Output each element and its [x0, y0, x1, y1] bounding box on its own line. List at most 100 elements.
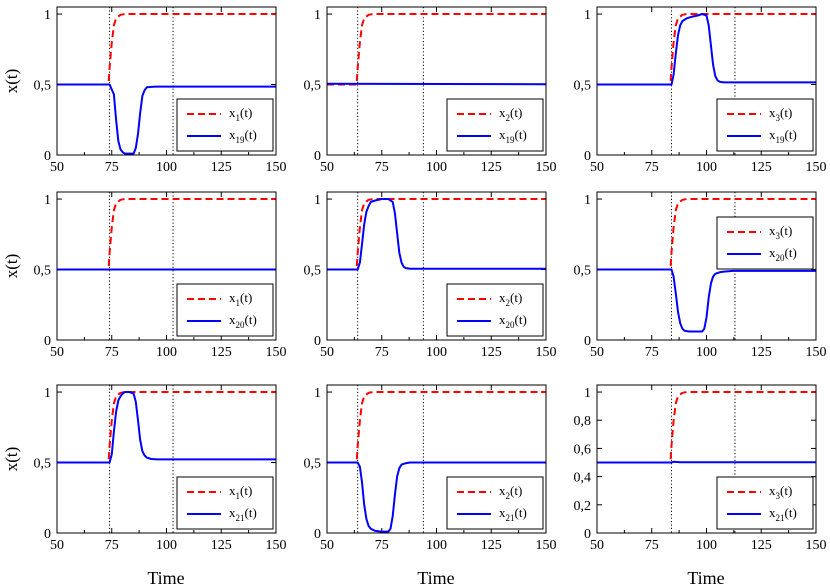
- p9-legend-box: [716, 476, 814, 530]
- p9-xtick-label-150: 150: [806, 538, 827, 553]
- p9-legend-label-blue: x21(t): [769, 505, 797, 523]
- p7-legend-label-blue-base: x: [229, 505, 236, 520]
- p3-legend-label-red-base: x: [769, 105, 776, 120]
- p6-ytick-label-1: 0,5: [574, 264, 592, 279]
- p1-legend-label-blue-subscript: 19: [236, 135, 246, 145]
- p2-xtick-label-50: 50: [320, 160, 334, 175]
- p4-ytick-label-0: 0: [44, 334, 51, 349]
- p2-legend-label-blue-suffix: (t): [515, 127, 527, 142]
- p5-plot-frame: [326, 191, 547, 341]
- p8-legend-label-red-base: x: [499, 483, 506, 498]
- p7-ytick-label-1: 0,5: [34, 457, 52, 472]
- p9-legend-label-red-subscript: 3: [776, 491, 781, 501]
- x-axis-title-col2: Time: [687, 568, 724, 586]
- p6-legend-label-red-subscript: 3: [776, 231, 781, 241]
- p9-legend-label-blue-subscript: 21: [776, 513, 785, 523]
- p4-xtick-label-100: 100: [156, 345, 177, 360]
- p6-ytick-label-0: 0: [584, 334, 591, 349]
- p5-legend-label-red-subscript: 2: [506, 298, 511, 308]
- p5-legend-label-blue-suffix: (t): [515, 312, 527, 327]
- p4-xtick-label-150: 150: [266, 345, 287, 360]
- p1-legend-label-blue: x19(t): [229, 127, 257, 145]
- p5-legend-label-blue-base: x: [499, 312, 506, 327]
- p6-plot-frame: [596, 191, 817, 341]
- p2-legend-label-blue-subscript: 19: [506, 135, 516, 145]
- p3-xtick-label-100: 100: [696, 160, 717, 175]
- p6-legend: x3(t)x20(t): [716, 216, 814, 270]
- p2-legend-label-red-base: x: [499, 105, 506, 120]
- p5-ytick-label-0: 0: [314, 334, 321, 349]
- p7-xtick-label-125: 125: [211, 538, 232, 553]
- p9-ytick-label-2: 0,4: [574, 471, 592, 486]
- p1-legend-label-red-base: x: [229, 105, 236, 120]
- p8-legend-label-red-subscript: 2: [506, 491, 511, 501]
- p4-legend-box: [176, 283, 274, 337]
- p5-legend-label-blue: x20(t): [499, 312, 527, 330]
- p4-xtick-label-75: 75: [105, 345, 119, 360]
- p2-legend-label-red-suffix: (t): [510, 105, 522, 120]
- p1-legend-label-red-subscript: 1: [236, 113, 241, 123]
- p1-ytick-label-2: 1: [44, 8, 51, 23]
- p9-ytick-label-5: 1: [584, 386, 591, 401]
- p3-ytick-label-1: 0,5: [574, 79, 592, 94]
- p9-xtick-label-125: 125: [751, 538, 772, 553]
- p1-legend-label-blue-base: x: [229, 127, 236, 142]
- p8-legend-label-blue-base: x: [499, 505, 506, 520]
- p2-legend: x2(t)x19(t): [446, 98, 544, 152]
- p9-ytick-label-0: 0: [584, 527, 591, 542]
- p7-legend: x1(t)x21(t): [176, 476, 274, 530]
- p2-ytick-label-1: 0,5: [304, 79, 322, 94]
- p3-legend-label-blue-base: x: [769, 127, 776, 142]
- p5-xtick-label-50: 50: [320, 345, 334, 360]
- p7-legend-label-red-suffix: (t): [240, 483, 252, 498]
- p8-legend-label-blue: x21(t): [499, 505, 527, 523]
- p1-xtick-label-100: 100: [156, 160, 177, 175]
- x-axis-title-col1: Time: [417, 568, 454, 586]
- p1-y-axis-title: x(t): [2, 69, 21, 94]
- p3-series-red: [597, 13, 816, 86]
- p4-legend-label-blue-subscript: 20: [236, 320, 246, 330]
- p7-xtick-label-50: 50: [50, 538, 64, 553]
- p2-xtick-label-100: 100: [426, 160, 447, 175]
- p3-legend-label-blue: x19(t): [769, 127, 797, 145]
- p5-legend-label-blue-subscript: 20: [506, 320, 516, 330]
- p3-xtick-label-50: 50: [590, 160, 604, 175]
- p3-legend: x3(t) x19(t): [716, 98, 814, 152]
- p2-ytick-label-2: 1: [314, 8, 321, 23]
- p8-legend-box: [446, 476, 544, 530]
- p3-legend-box: [716, 98, 814, 152]
- p9-legend-label-blue-base: x: [769, 505, 776, 520]
- p5-legend: x2(t)x20(t): [446, 283, 544, 337]
- p4-xtick-label-125: 125: [211, 345, 232, 360]
- p6-series-red: [597, 198, 816, 271]
- p1-legend-label-blue-suffix: (t): [245, 127, 257, 142]
- p4-legend-label-red-base: x: [229, 290, 236, 305]
- p2-legend-box: [446, 98, 544, 152]
- p9-legend: x3(t)x21(t): [716, 476, 814, 530]
- p9-xtick-label-100: 100: [696, 538, 717, 553]
- p7-xtick-label-75: 75: [105, 538, 119, 553]
- p9-ytick-label-1: 0,2: [574, 499, 592, 514]
- p6-legend-label-red-base: x: [769, 223, 776, 238]
- p6-xtick-label-100: 100: [696, 345, 717, 360]
- p4-ytick-label-1: 0,5: [34, 264, 52, 279]
- p3-legend-label-red: x3(t): [769, 105, 792, 123]
- p9-legend-label-red-base: x: [769, 483, 776, 498]
- p6-legend-label-blue-subscript: 20: [776, 253, 786, 263]
- p3-plot-frame: [596, 6, 817, 156]
- p1-xtick-label-125: 125: [211, 160, 232, 175]
- p2-legend-label-red: x2(t): [499, 105, 522, 123]
- p7-ytick-label-0: 0: [44, 527, 51, 542]
- p3-xtick-label-125: 125: [751, 160, 772, 175]
- p5-series-red: [327, 198, 546, 271]
- p5-ytick-label-2: 1: [314, 193, 321, 208]
- p8-series-red: [327, 391, 546, 464]
- p6-xtick-label-150: 150: [806, 345, 827, 360]
- p2-legend-label-blue: x19(t): [499, 127, 527, 145]
- p5-legend-label-red: x2(t): [499, 290, 522, 308]
- p3-legend-label-blue-subscript: 19: [776, 135, 786, 145]
